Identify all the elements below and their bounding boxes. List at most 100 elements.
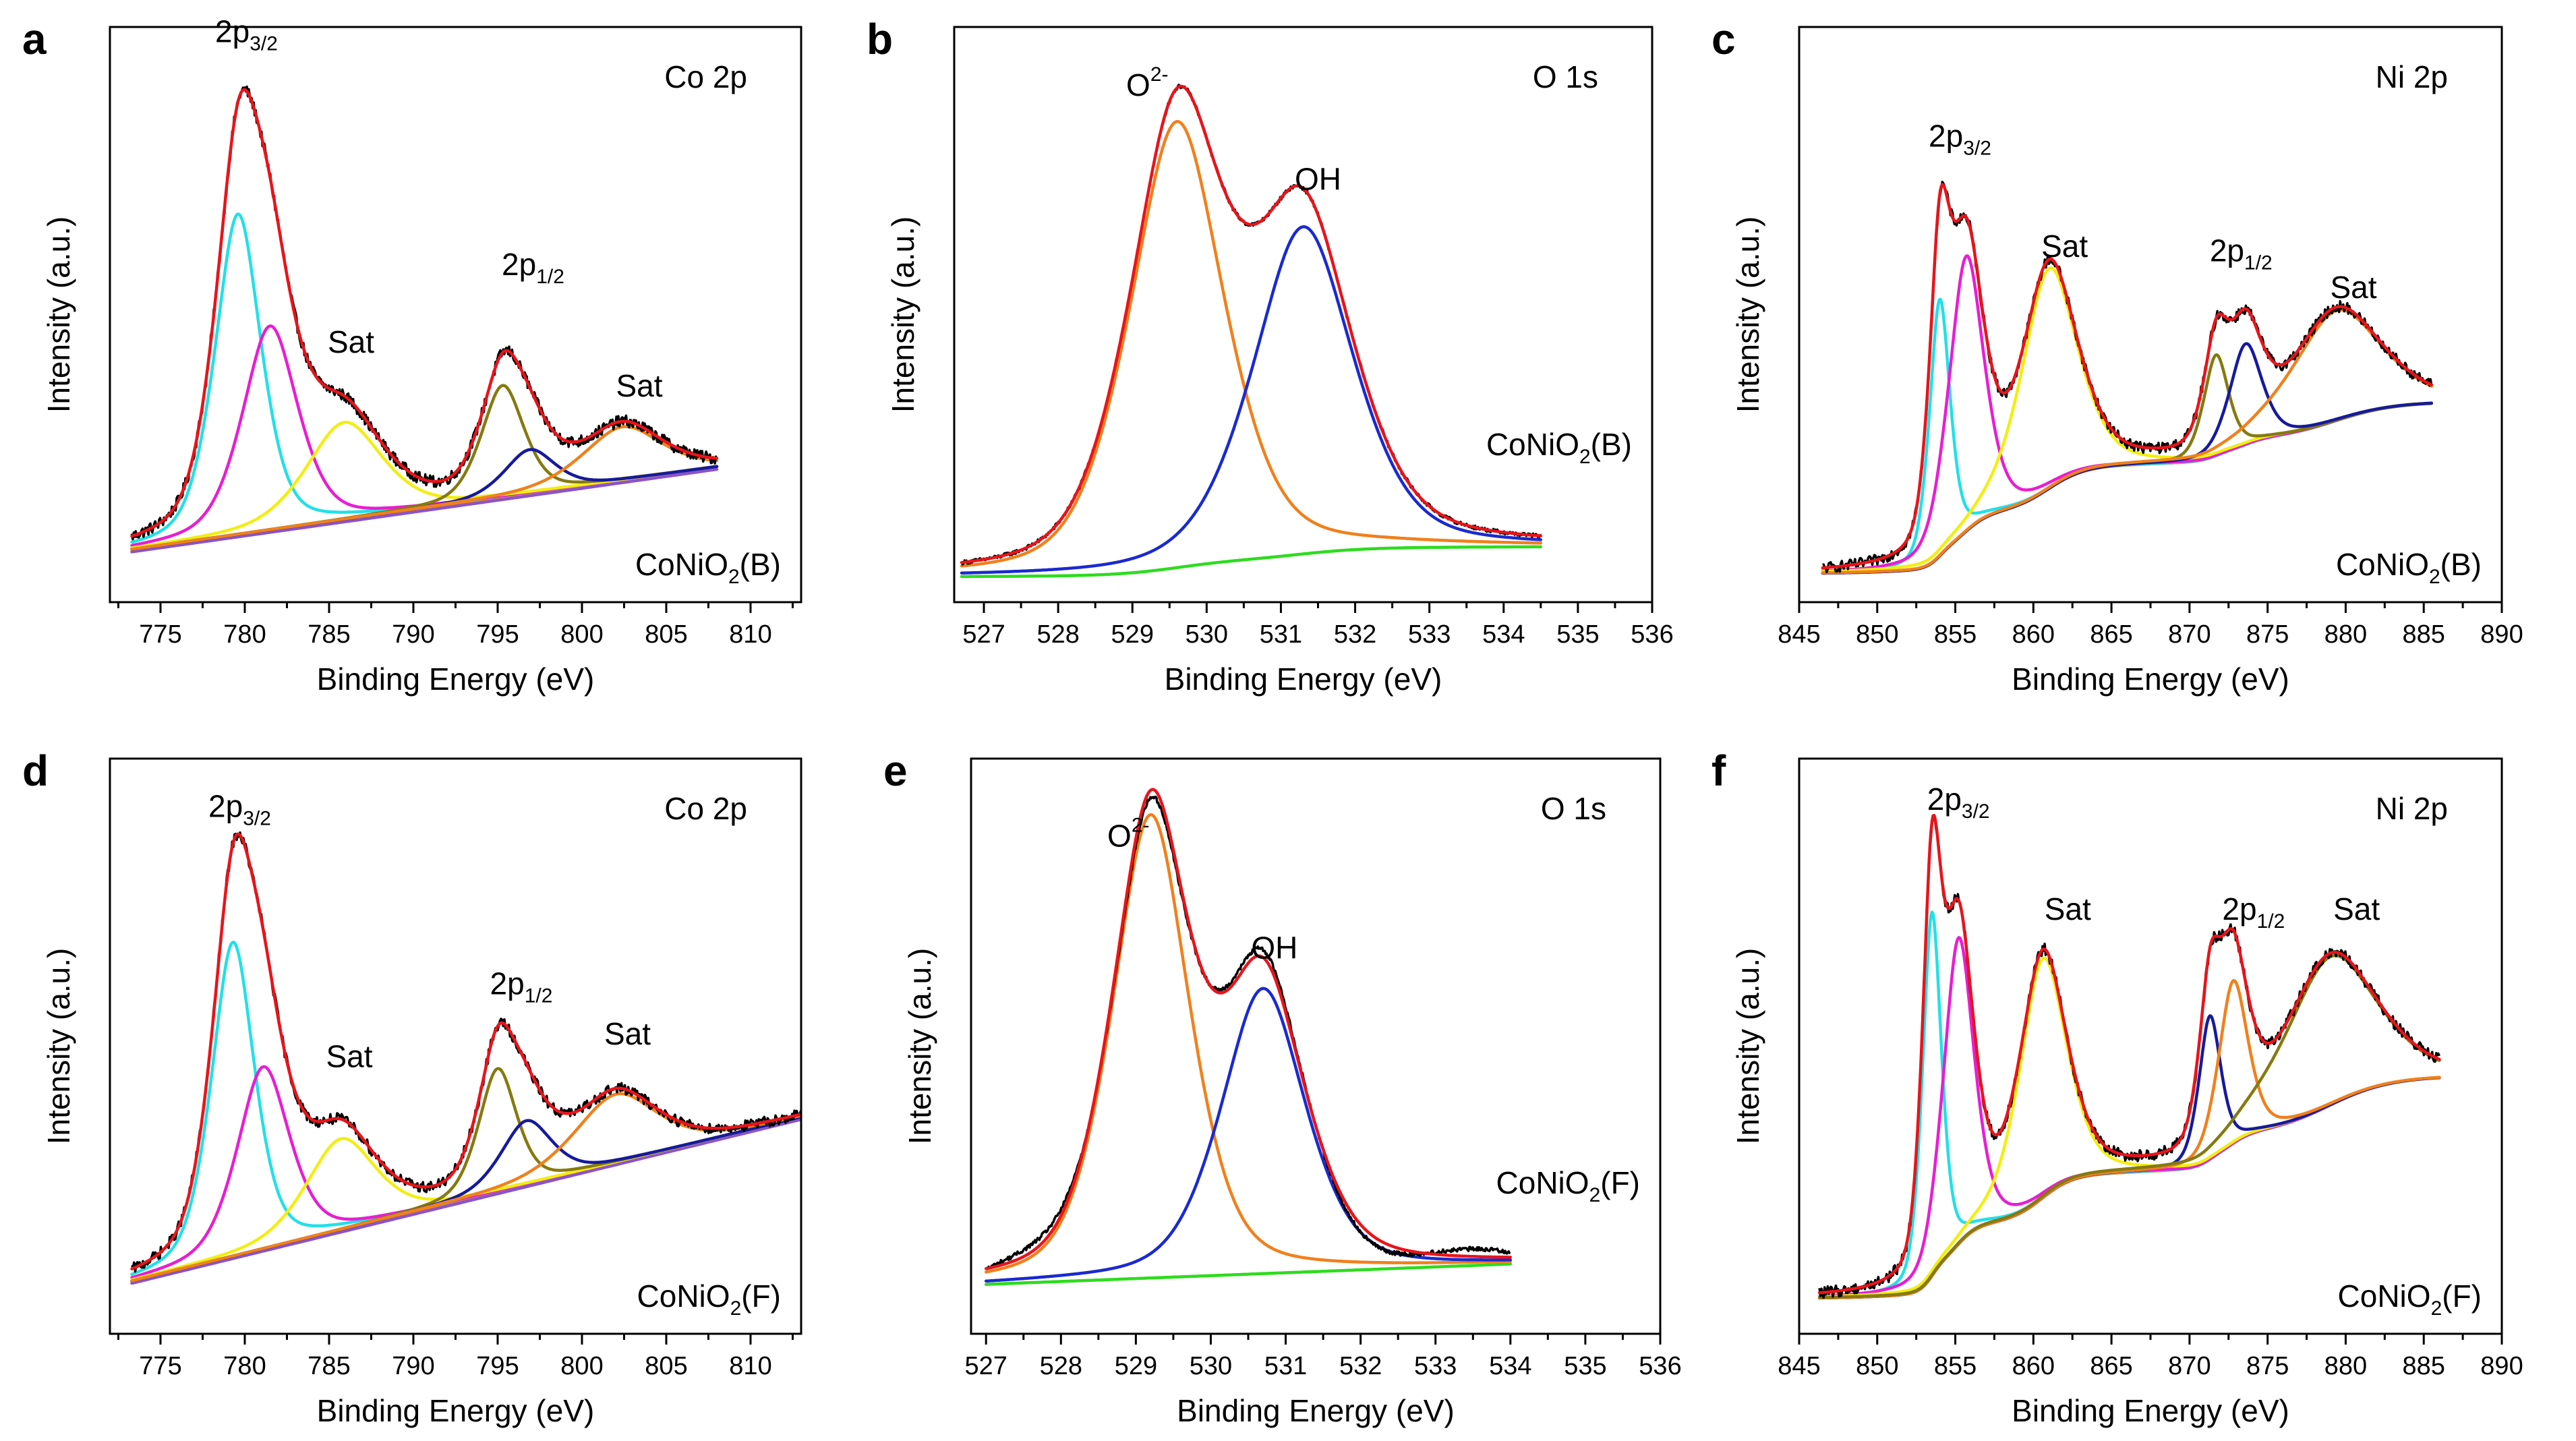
x-tick-label: 845 (1778, 1352, 1820, 1380)
x-tick-label: 785 (308, 620, 350, 649)
core-level-title: Co 2p (664, 59, 747, 94)
purple-baseline (130, 1117, 801, 1285)
axes-frame (109, 757, 802, 1335)
peak-annotation: 2p3/2 (1927, 782, 1990, 823)
cyan-peak (1821, 297, 2434, 574)
fit-envelope (1821, 183, 2434, 570)
panel-e: 527 528 529 530 531 532 533 534 535 536 Binding En… (883, 746, 1682, 1428)
x-tick-label: 775 (139, 620, 181, 649)
oh-peak (984, 987, 1513, 1283)
x-tick-label: 870 (2168, 620, 2211, 649)
navy-peak (130, 448, 719, 551)
y-axis-title: Intensity (a.u.) (1730, 948, 1765, 1144)
x-tick-label: 850 (1856, 620, 1898, 649)
x-tick-label: 845 (1778, 620, 1820, 649)
o2-peak (960, 119, 1543, 568)
purple-baseline (130, 467, 719, 554)
x-tick-label: 790 (392, 620, 434, 649)
olive-peak (1817, 953, 2441, 1299)
x-tick-label: 795 (476, 1352, 519, 1380)
x-tick-label: 534 (1489, 1352, 1531, 1380)
fit-envelope (130, 832, 801, 1271)
x-tick-label: 775 (139, 1352, 181, 1380)
panel-a: 775 780 785 790 795 800 805 810 Binding Energy (… (22, 13, 802, 697)
peak-annotation: Sat (2045, 891, 2091, 927)
experimental-spectrum (130, 831, 801, 1273)
x-tick-label: 527 (962, 620, 1005, 649)
sample-label: CoNiO2(F) (2338, 1278, 2482, 1320)
x-tick-label: 529 (1115, 1352, 1157, 1380)
y-axis-title: Intensity (a.u.) (41, 948, 76, 1144)
peak-annotation: 2p1/2 (502, 247, 564, 288)
orange-peak (130, 425, 719, 551)
peak-annotation: O2- (1126, 63, 1168, 102)
y-axis-title: Intensity (a.u.) (885, 216, 920, 413)
x-tick-label: 533 (1414, 1352, 1457, 1380)
x-tick-label: 860 (2012, 1352, 2055, 1380)
x-tick-label: 532 (1334, 620, 1376, 649)
x-tick-label: 805 (645, 1352, 687, 1380)
magenta-peak (1817, 936, 2441, 1298)
x-tick-label: 805 (645, 620, 687, 649)
fit-envelope (984, 788, 1513, 1270)
panel-f: 845 850 855 860 865 870 875 880 885 890 Binding En… (1711, 746, 2523, 1428)
yellow-peak (1817, 956, 2441, 1299)
x-tick-label: 860 (2012, 620, 2055, 649)
x-tick-label: 890 (2480, 620, 2523, 649)
axes-frame (953, 26, 1653, 604)
x-tick-label: 527 (965, 1352, 1007, 1380)
o2-peak (984, 813, 1513, 1274)
x-axis-title: Binding Energy (eV) (317, 661, 595, 697)
x-tick-label: 885 (2403, 620, 2445, 649)
x-tick-label: 532 (1339, 1352, 1382, 1380)
x-tick-label: 780 (223, 620, 266, 649)
x-tick-label: 865 (2090, 1352, 2132, 1380)
x-tick-label: 531 (1264, 1352, 1307, 1380)
experimental-spectrum (960, 84, 1542, 566)
peak-annotation: 2p1/2 (2222, 891, 2285, 933)
experimental-spectrum (985, 795, 1511, 1270)
x-tick-label: 800 (560, 620, 603, 649)
x-tick-label: 870 (2168, 1352, 2211, 1380)
plot-area (130, 831, 801, 1285)
panel-c: 845 850 855 860 865 870 875 880 885 890 Binding En… (1711, 15, 2523, 697)
cyan-peak (1817, 910, 2441, 1299)
magenta-peak (130, 324, 719, 548)
x-tick-label: 780 (223, 1352, 266, 1380)
x-tick-label: 885 (2403, 1352, 2445, 1380)
peak-annotation: Sat (604, 1016, 651, 1051)
x-axis-title: Binding Energy (eV) (2012, 661, 2289, 697)
fit-envelope (1817, 813, 2441, 1295)
sample-label: CoNiO2(F) (637, 1278, 781, 1320)
x-tick-label: 880 (2324, 620, 2367, 649)
x-tick-label: 536 (1639, 1352, 1681, 1380)
fit-envelope (960, 84, 1543, 564)
x-tick-label: 533 (1408, 620, 1451, 649)
panel-letter: b (867, 15, 893, 63)
peak-annotation: 2p3/2 (215, 13, 278, 55)
oh-peak (960, 225, 1543, 575)
x-axis-title: Binding Energy (eV) (317, 1393, 595, 1428)
peak-annotation: 2p1/2 (490, 966, 553, 1007)
peak-annotation: Sat (326, 1039, 372, 1074)
sample-label: CoNiO2(B) (635, 547, 781, 588)
panel-letter: d (22, 746, 49, 795)
y-axis-title: Intensity (a.u.) (902, 948, 937, 1144)
x-tick-label: 536 (1631, 620, 1673, 649)
plot-area (984, 788, 1513, 1286)
x-tick-label: 890 (2480, 1352, 2523, 1380)
sample-label: CoNiO2(F) (1496, 1165, 1640, 1206)
x-axis-title: Binding Energy (eV) (1165, 661, 1442, 697)
x-tick-label: 855 (1934, 620, 1977, 649)
x-tick-label: 530 (1190, 1352, 1232, 1380)
peak-annotation: Sat (2041, 229, 2088, 264)
sample-label: CoNiO2(B) (1486, 427, 1632, 468)
orange-peak (130, 1092, 801, 1283)
x-tick-label: 790 (392, 1352, 434, 1380)
y-axis-title: Intensity (a.u.) (1730, 216, 1765, 413)
panel-letter: e (883, 746, 908, 795)
x-tick-label: 785 (308, 1352, 350, 1380)
cyan-peak (130, 940, 801, 1276)
x-tick-label: 810 (729, 1352, 771, 1380)
